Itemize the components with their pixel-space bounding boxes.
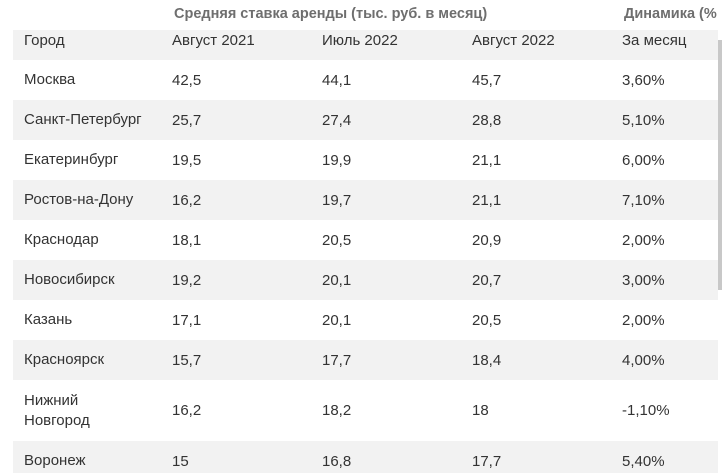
aug-2021-cell: 17,1 — [172, 311, 202, 329]
aug-2021-cell: 18,1 — [172, 231, 202, 249]
aug-2021-cell: 15 — [172, 452, 189, 470]
table-row: Краснодар 18,1 20,5 20,9 2,00% — [13, 220, 718, 260]
table-row: Ростов-на-Дону 16,2 19,7 21,1 7,10% — [13, 180, 718, 220]
aug-2021-cell: 16,2 — [172, 191, 202, 209]
monthly-change-cell: 2,00% — [622, 311, 665, 329]
group-header-rent: Средняя ставка аренды (тыс. руб. в месяц… — [174, 6, 488, 22]
monthly-change-cell: 3,00% — [622, 271, 665, 289]
jul-2022-cell: 16,8 — [322, 452, 352, 470]
monthly-change-cell: 6,00% — [622, 151, 665, 169]
table-row: Новосибирск 19,2 20,1 20,7 3,00% — [13, 260, 718, 300]
table-row: Екатеринбург 19,5 19,9 21,1 6,00% — [13, 140, 718, 180]
monthly-change-cell: 5,10% — [622, 111, 665, 129]
group-header-dynamics: Динамика (% — [624, 6, 717, 22]
column-header-aug-2021: Август 2021 — [172, 32, 255, 49]
aug-2022-cell: 18 — [472, 402, 489, 419]
jul-2022-cell: 18,2 — [322, 402, 352, 419]
monthly-change-cell: 7,10% — [622, 191, 665, 209]
aug-2021-cell: 15,7 — [172, 351, 202, 369]
aug-2021-cell: 19,5 — [172, 151, 202, 169]
aug-2022-cell: 45,7 — [472, 71, 502, 89]
aug-2022-cell: 20,9 — [472, 231, 502, 249]
aug-2022-cell: 21,1 — [472, 191, 502, 209]
aug-2022-cell: 28,8 — [472, 111, 502, 129]
jul-2022-cell: 20,1 — [322, 271, 352, 289]
city-cell: Санкт-Петербург — [24, 111, 142, 128]
city-cell: Новосибирск — [24, 271, 115, 288]
table-row: Санкт-Петербург 25,7 27,4 28,8 5,10% — [13, 100, 718, 140]
jul-2022-cell: 20,1 — [322, 311, 352, 329]
column-header-monthly-change: За месяц — [622, 32, 687, 49]
aug-2022-cell: 20,7 — [472, 271, 502, 289]
city-cell: Казань — [24, 311, 73, 328]
aug-2022-cell: 21,1 — [472, 151, 502, 169]
aug-2021-cell: 19,2 — [172, 271, 202, 289]
jul-2022-cell: 17,7 — [322, 351, 352, 369]
city-cell: Екатеринбург — [24, 151, 119, 168]
jul-2022-cell: 19,7 — [322, 191, 352, 209]
column-header-city: Город — [24, 32, 65, 49]
monthly-change-cell: 5,40% — [622, 452, 665, 470]
rent-table: Город Август 2021 Июль 2022 Август 2022 … — [13, 30, 718, 473]
city-cell: Ростов-на-Дону — [24, 191, 134, 208]
aug-2022-cell: 17,7 — [472, 452, 502, 470]
city-cell: Москва — [24, 71, 76, 88]
monthly-change-cell: 3,60% — [622, 71, 665, 89]
jul-2022-cell: 19,9 — [322, 151, 352, 169]
aug-2022-cell: 18,4 — [472, 351, 502, 369]
column-header-row: Город Август 2021 Июль 2022 Август 2022 … — [13, 30, 718, 60]
jul-2022-cell: 44,1 — [322, 71, 352, 89]
aug-2022-cell: 20,5 — [472, 311, 502, 329]
city-cell: Красноярск — [24, 351, 105, 368]
jul-2022-cell: 20,5 — [322, 231, 352, 249]
table-row: Красноярск 15,7 17,7 18,4 4,00% — [13, 340, 718, 380]
city-cell: Краснодар — [24, 231, 99, 248]
table-row: Москва 42,5 44,1 45,7 3,60% — [13, 60, 718, 100]
monthly-change-cell: -1,10% — [622, 402, 670, 419]
column-header-jul-2022: Июль 2022 — [322, 32, 398, 49]
table-row: Казань 17,1 20,1 20,5 2,00% — [13, 300, 718, 340]
column-header-aug-2022: Август 2022 — [472, 32, 555, 49]
vertical-scrollbar[interactable] — [718, 40, 722, 290]
aug-2021-cell: 42,5 — [172, 71, 202, 89]
jul-2022-cell: 27,4 — [322, 111, 352, 129]
aug-2021-cell: 25,7 — [172, 111, 202, 129]
aug-2021-cell: 16,2 — [172, 402, 202, 419]
table-row: Воронеж 15 16,8 17,7 5,40% — [13, 441, 718, 473]
monthly-change-cell: 4,00% — [622, 351, 665, 369]
monthly-change-cell: 2,00% — [622, 231, 665, 249]
group-header-row: Средняя ставка аренды (тыс. руб. в месяц… — [0, 0, 722, 30]
table-row: Нижний Новгород 16,2 18,2 18 -1,10% — [13, 380, 718, 441]
city-cell: Нижний Новгород — [24, 391, 90, 429]
city-cell: Воронеж — [24, 452, 86, 469]
